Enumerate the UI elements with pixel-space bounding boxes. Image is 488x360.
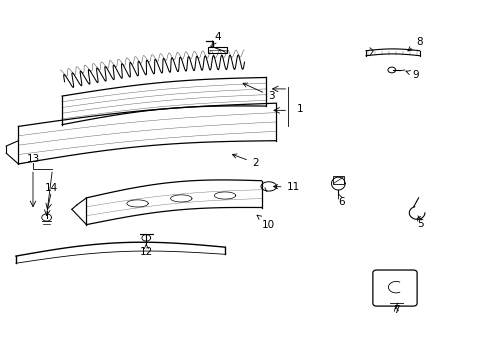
Text: 4: 4 [211, 32, 221, 45]
Text: 9: 9 [405, 69, 418, 80]
Text: 14: 14 [45, 183, 58, 193]
Text: 10: 10 [257, 215, 275, 230]
Text: 1: 1 [296, 104, 303, 113]
Bar [207, 47, 226, 53]
Text: 13: 13 [26, 154, 40, 164]
Text: 6: 6 [338, 194, 345, 207]
Text: 3: 3 [243, 83, 274, 101]
Text: 7: 7 [392, 305, 399, 315]
FancyBboxPatch shape [372, 270, 416, 306]
Text: 12: 12 [140, 244, 153, 257]
Text: 8: 8 [407, 37, 422, 51]
Text: 5: 5 [416, 216, 423, 229]
Text: 2: 2 [232, 154, 258, 168]
Text: 11: 11 [273, 182, 299, 192]
Bar [332, 176, 343, 184]
